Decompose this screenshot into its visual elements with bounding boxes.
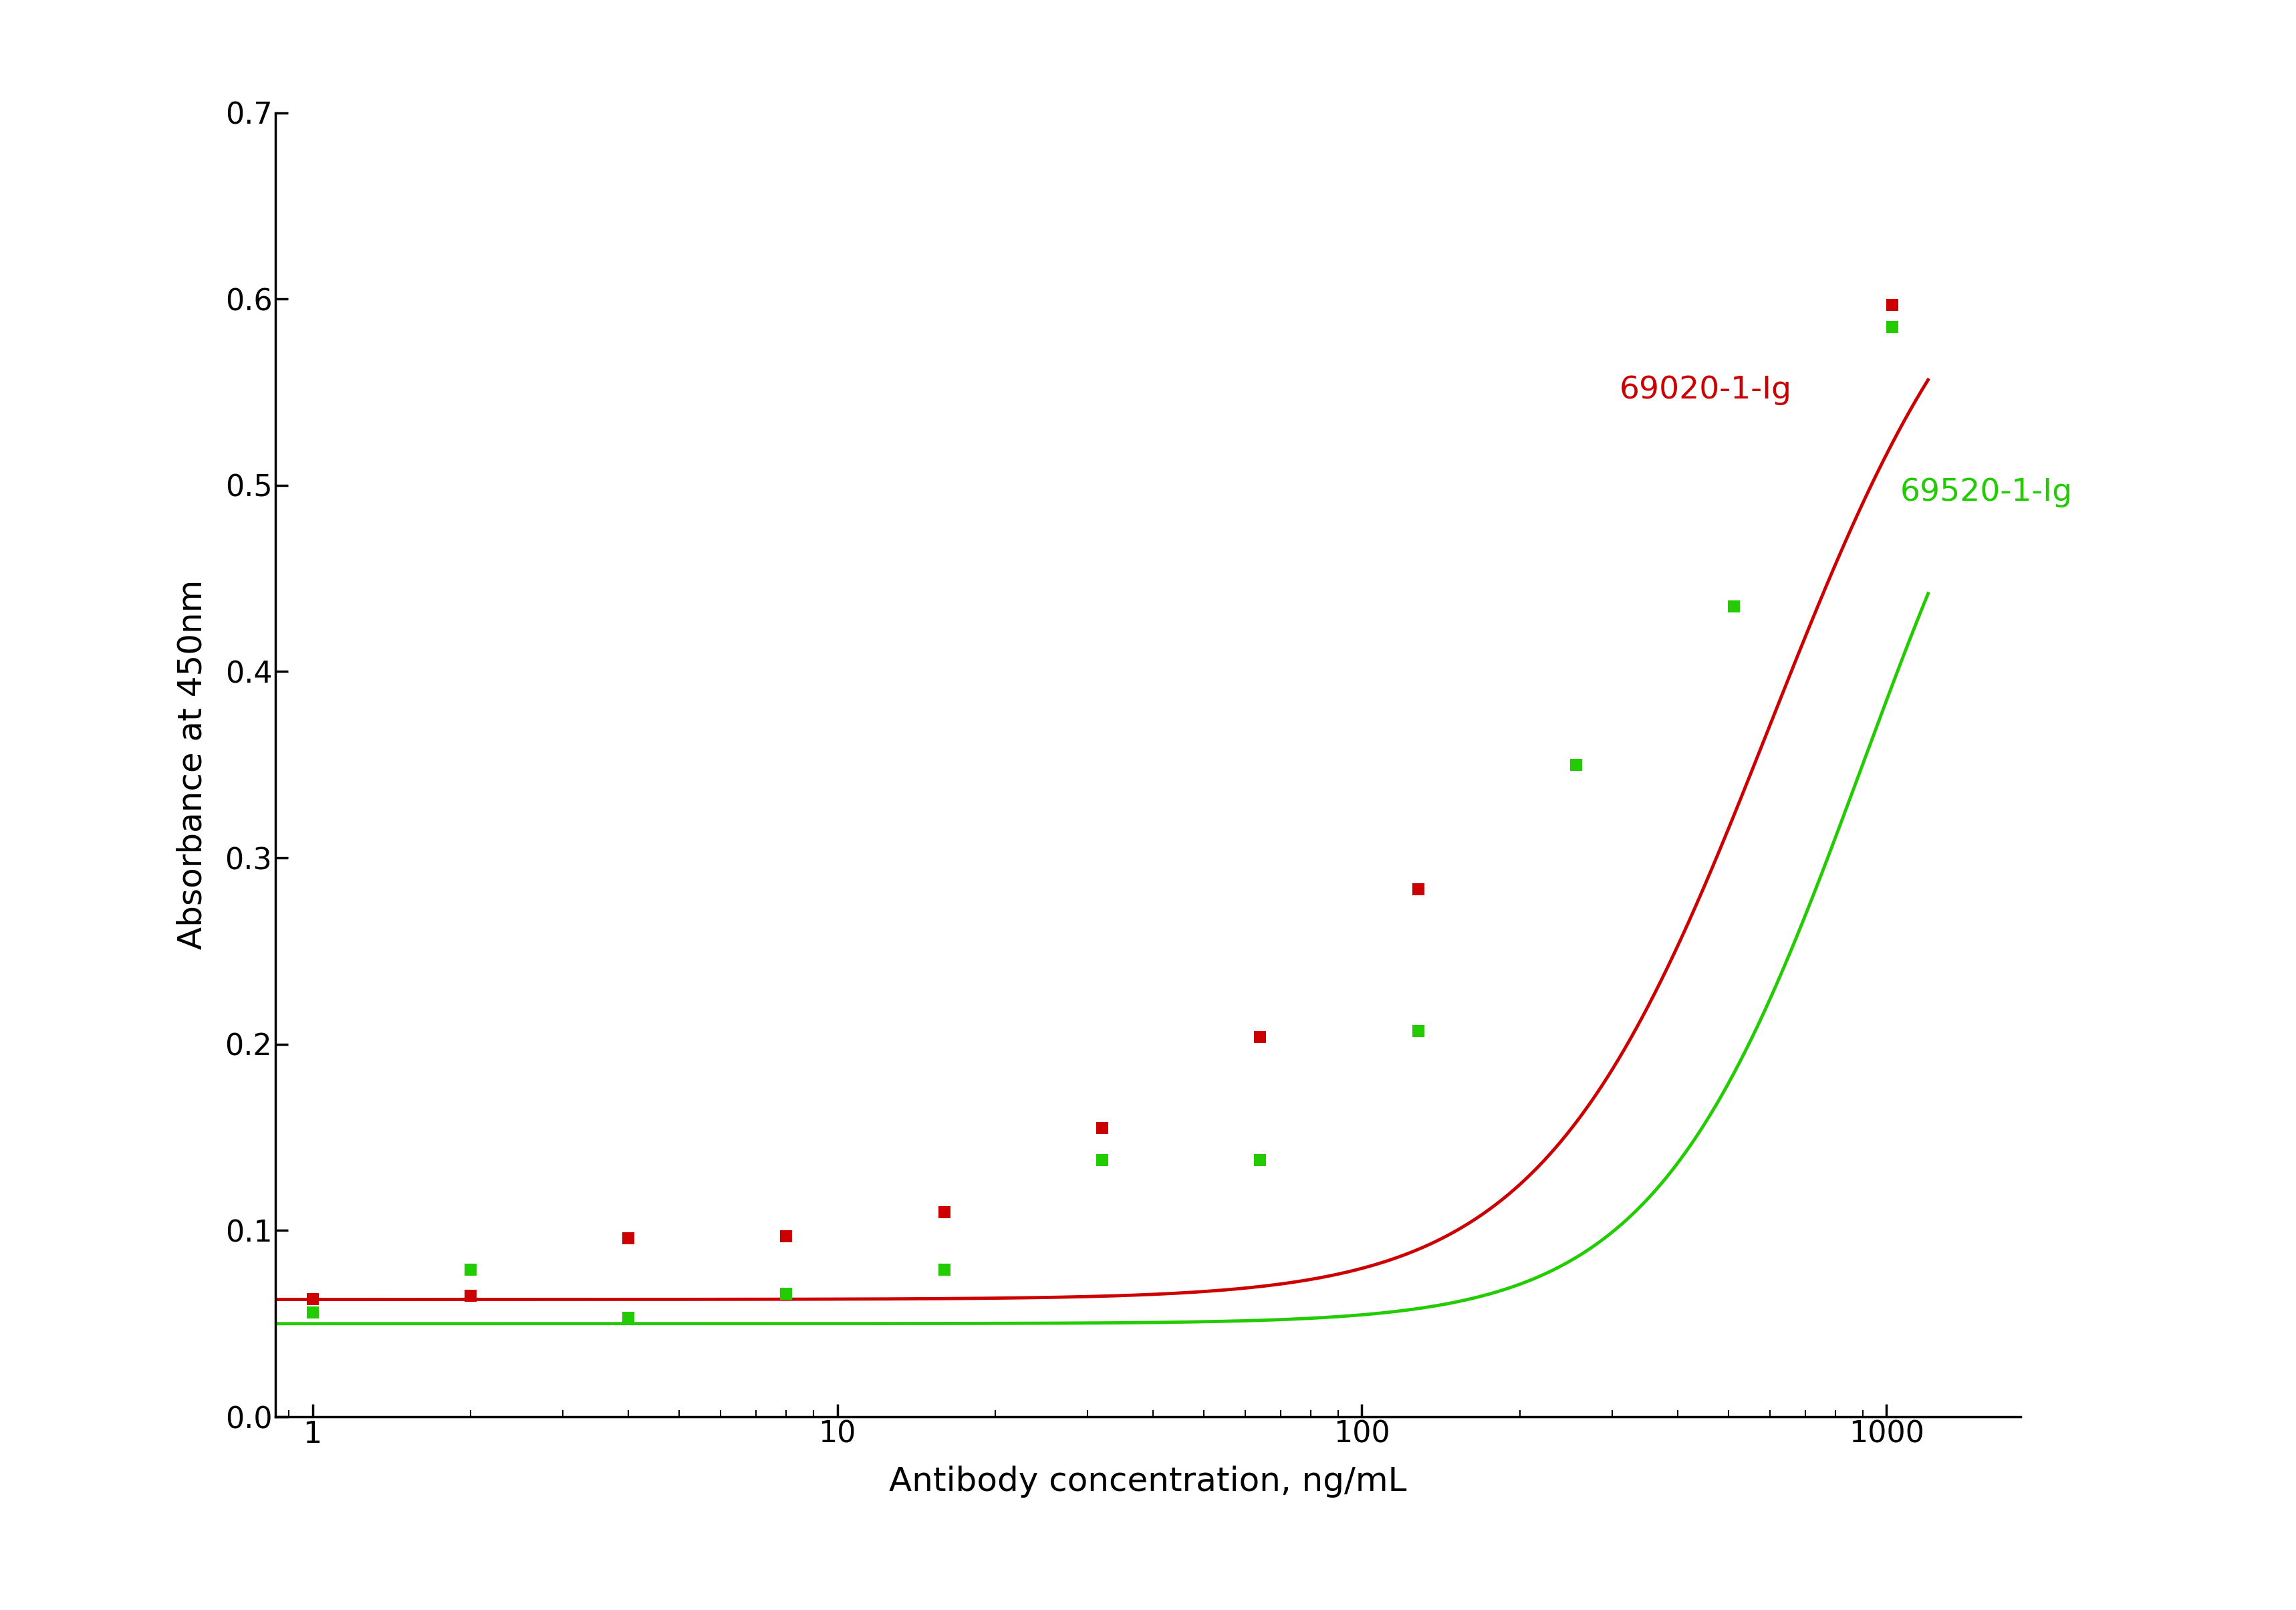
Point: [611, 1225, 647, 1251]
Point: [767, 1282, 804, 1307]
Point: [767, 1224, 804, 1249]
Point: [925, 1257, 962, 1283]
Point: [452, 1257, 489, 1283]
Point: [1242, 1024, 1279, 1050]
Point: [1084, 1116, 1120, 1141]
Text: 69520-1-Ig: 69520-1-Ig: [1899, 478, 2073, 507]
Point: [1242, 1146, 1279, 1172]
Point: [1874, 314, 1910, 340]
Point: [925, 1199, 962, 1225]
Point: [1874, 291, 1910, 317]
Point: [294, 1299, 331, 1325]
Y-axis label: Absorbance at 450nm: Absorbance at 450nm: [177, 580, 209, 950]
Point: [1715, 594, 1752, 620]
Point: [1557, 752, 1593, 778]
Point: [452, 1283, 489, 1309]
X-axis label: Antibody concentration, ng/mL: Antibody concentration, ng/mL: [889, 1465, 1407, 1497]
Point: [1557, 752, 1593, 778]
Point: [1401, 1018, 1437, 1043]
Point: [294, 1286, 331, 1312]
Point: [1084, 1146, 1120, 1172]
Text: 69020-1-Ig: 69020-1-Ig: [1619, 375, 1793, 406]
Point: [1715, 594, 1752, 620]
Point: [1401, 877, 1437, 903]
Point: [611, 1306, 647, 1331]
